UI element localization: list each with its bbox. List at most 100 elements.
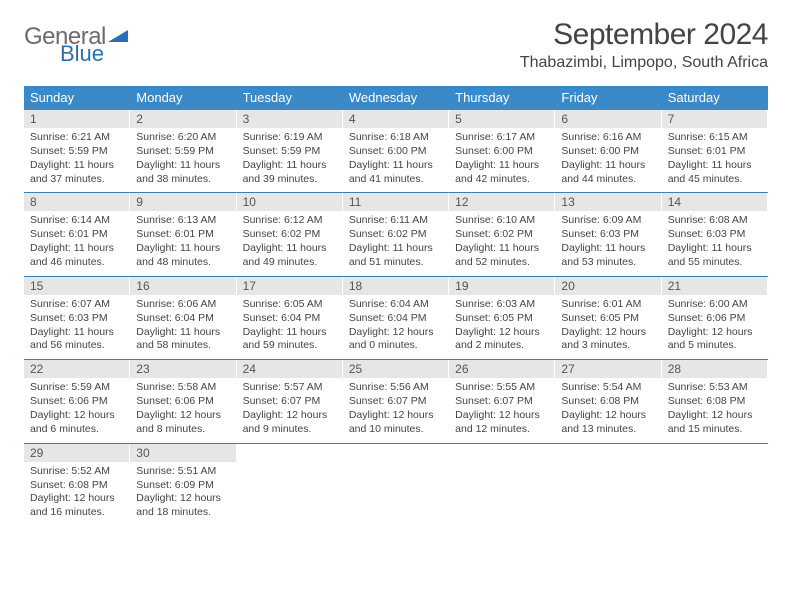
sunrise-text: Sunrise: 6:01 AM bbox=[561, 298, 657, 312]
sunset-text: Sunset: 6:02 PM bbox=[455, 228, 551, 242]
day-cell: 26Sunrise: 5:55 AMSunset: 6:07 PMDayligh… bbox=[449, 360, 555, 442]
daylight-text: Daylight: 11 hours and 56 minutes. bbox=[30, 326, 126, 354]
day-cell: 4Sunrise: 6:18 AMSunset: 6:00 PMDaylight… bbox=[343, 110, 449, 192]
daylight-text: Daylight: 11 hours and 42 minutes. bbox=[455, 159, 551, 187]
day-body: Sunrise: 5:59 AMSunset: 6:06 PMDaylight:… bbox=[24, 378, 130, 442]
day-cell: 1Sunrise: 6:21 AMSunset: 5:59 PMDaylight… bbox=[24, 110, 130, 192]
sunrise-text: Sunrise: 6:18 AM bbox=[349, 131, 445, 145]
day-cell: 6Sunrise: 6:16 AMSunset: 6:00 PMDaylight… bbox=[555, 110, 661, 192]
day-body: Sunrise: 6:01 AMSunset: 6:05 PMDaylight:… bbox=[555, 295, 661, 359]
daylight-text: Daylight: 12 hours and 6 minutes. bbox=[30, 409, 126, 437]
sunset-text: Sunset: 6:04 PM bbox=[243, 312, 339, 326]
day-number: 11 bbox=[343, 193, 449, 211]
day-body: Sunrise: 6:20 AMSunset: 5:59 PMDaylight:… bbox=[130, 128, 236, 192]
day-body: Sunrise: 6:11 AMSunset: 6:02 PMDaylight:… bbox=[343, 211, 449, 275]
day-body: Sunrise: 6:10 AMSunset: 6:02 PMDaylight:… bbox=[449, 211, 555, 275]
daylight-text: Daylight: 12 hours and 12 minutes. bbox=[455, 409, 551, 437]
sunset-text: Sunset: 6:01 PM bbox=[30, 228, 126, 242]
daylight-text: Daylight: 11 hours and 39 minutes. bbox=[243, 159, 339, 187]
day-body: Sunrise: 6:07 AMSunset: 6:03 PMDaylight:… bbox=[24, 295, 130, 359]
sunrise-text: Sunrise: 5:58 AM bbox=[136, 381, 232, 395]
day-cell bbox=[343, 444, 449, 526]
day-body: Sunrise: 5:56 AMSunset: 6:07 PMDaylight:… bbox=[343, 378, 449, 442]
sunrise-text: Sunrise: 5:53 AM bbox=[668, 381, 764, 395]
day-body: Sunrise: 6:04 AMSunset: 6:04 PMDaylight:… bbox=[343, 295, 449, 359]
day-cell: 21Sunrise: 6:00 AMSunset: 6:06 PMDayligh… bbox=[662, 277, 768, 359]
sunset-text: Sunset: 6:02 PM bbox=[243, 228, 339, 242]
sunset-text: Sunset: 6:02 PM bbox=[349, 228, 445, 242]
daylight-text: Daylight: 11 hours and 51 minutes. bbox=[349, 242, 445, 270]
day-cell bbox=[555, 444, 661, 526]
sunrise-text: Sunrise: 6:10 AM bbox=[455, 214, 551, 228]
sunrise-text: Sunrise: 6:19 AM bbox=[243, 131, 339, 145]
day-body: Sunrise: 5:54 AMSunset: 6:08 PMDaylight:… bbox=[555, 378, 661, 442]
sunset-text: Sunset: 6:03 PM bbox=[561, 228, 657, 242]
daylight-text: Daylight: 12 hours and 2 minutes. bbox=[455, 326, 551, 354]
sunset-text: Sunset: 6:08 PM bbox=[668, 395, 764, 409]
day-body: Sunrise: 6:03 AMSunset: 6:05 PMDaylight:… bbox=[449, 295, 555, 359]
sunrise-text: Sunrise: 6:11 AM bbox=[349, 214, 445, 228]
day-cell: 28Sunrise: 5:53 AMSunset: 6:08 PMDayligh… bbox=[662, 360, 768, 442]
day-number: 1 bbox=[24, 110, 130, 128]
sunset-text: Sunset: 6:06 PM bbox=[668, 312, 764, 326]
sunset-text: Sunset: 6:07 PM bbox=[349, 395, 445, 409]
day-cell: 8Sunrise: 6:14 AMSunset: 6:01 PMDaylight… bbox=[24, 193, 130, 275]
sunset-text: Sunset: 6:05 PM bbox=[561, 312, 657, 326]
day-number: 29 bbox=[24, 444, 130, 462]
sunrise-text: Sunrise: 5:59 AM bbox=[30, 381, 126, 395]
day-cell: 10Sunrise: 6:12 AMSunset: 6:02 PMDayligh… bbox=[237, 193, 343, 275]
day-cell: 29Sunrise: 5:52 AMSunset: 6:08 PMDayligh… bbox=[24, 444, 130, 526]
sunrise-text: Sunrise: 6:09 AM bbox=[561, 214, 657, 228]
day-body: Sunrise: 6:13 AMSunset: 6:01 PMDaylight:… bbox=[130, 211, 236, 275]
header-row: General Blue September 2024 Thabazimbi, … bbox=[24, 18, 768, 72]
daylight-text: Daylight: 12 hours and 5 minutes. bbox=[668, 326, 764, 354]
day-cell: 24Sunrise: 5:57 AMSunset: 6:07 PMDayligh… bbox=[237, 360, 343, 442]
daylight-text: Daylight: 11 hours and 59 minutes. bbox=[243, 326, 339, 354]
day-header-thu: Thursday bbox=[449, 86, 555, 110]
day-number: 17 bbox=[237, 277, 343, 295]
sunset-text: Sunset: 6:04 PM bbox=[349, 312, 445, 326]
day-header-sun: Sunday bbox=[24, 86, 130, 110]
day-body: Sunrise: 6:19 AMSunset: 5:59 PMDaylight:… bbox=[237, 128, 343, 192]
sunset-text: Sunset: 6:07 PM bbox=[243, 395, 339, 409]
daylight-text: Daylight: 11 hours and 45 minutes. bbox=[668, 159, 764, 187]
sunrise-text: Sunrise: 6:04 AM bbox=[349, 298, 445, 312]
sunrise-text: Sunrise: 5:56 AM bbox=[349, 381, 445, 395]
week-row: 1Sunrise: 6:21 AMSunset: 5:59 PMDaylight… bbox=[24, 110, 768, 193]
sunrise-text: Sunrise: 6:07 AM bbox=[30, 298, 126, 312]
sunrise-text: Sunrise: 6:21 AM bbox=[30, 131, 126, 145]
sunset-text: Sunset: 6:00 PM bbox=[455, 145, 551, 159]
sunset-text: Sunset: 6:07 PM bbox=[455, 395, 551, 409]
day-body: Sunrise: 6:06 AMSunset: 6:04 PMDaylight:… bbox=[130, 295, 236, 359]
day-number: 23 bbox=[130, 360, 236, 378]
day-cell: 17Sunrise: 6:05 AMSunset: 6:04 PMDayligh… bbox=[237, 277, 343, 359]
sunset-text: Sunset: 6:08 PM bbox=[561, 395, 657, 409]
sunrise-text: Sunrise: 5:57 AM bbox=[243, 381, 339, 395]
sunrise-text: Sunrise: 5:54 AM bbox=[561, 381, 657, 395]
day-cell: 18Sunrise: 6:04 AMSunset: 6:04 PMDayligh… bbox=[343, 277, 449, 359]
day-body: Sunrise: 5:52 AMSunset: 6:08 PMDaylight:… bbox=[24, 462, 130, 526]
day-cell: 11Sunrise: 6:11 AMSunset: 6:02 PMDayligh… bbox=[343, 193, 449, 275]
sunset-text: Sunset: 6:03 PM bbox=[30, 312, 126, 326]
day-number: 3 bbox=[237, 110, 343, 128]
day-body: Sunrise: 6:00 AMSunset: 6:06 PMDaylight:… bbox=[662, 295, 768, 359]
month-title: September 2024 bbox=[520, 18, 768, 52]
day-number: 28 bbox=[662, 360, 768, 378]
sunrise-text: Sunrise: 5:55 AM bbox=[455, 381, 551, 395]
daylight-text: Daylight: 11 hours and 53 minutes. bbox=[561, 242, 657, 270]
sunrise-text: Sunrise: 6:08 AM bbox=[668, 214, 764, 228]
day-number: 20 bbox=[555, 277, 661, 295]
day-number: 10 bbox=[237, 193, 343, 211]
day-number: 4 bbox=[343, 110, 449, 128]
day-header-fri: Friday bbox=[555, 86, 661, 110]
week-row: 15Sunrise: 6:07 AMSunset: 6:03 PMDayligh… bbox=[24, 277, 768, 360]
daylight-text: Daylight: 11 hours and 38 minutes. bbox=[136, 159, 232, 187]
day-body: Sunrise: 6:21 AMSunset: 5:59 PMDaylight:… bbox=[24, 128, 130, 192]
sunrise-text: Sunrise: 6:17 AM bbox=[455, 131, 551, 145]
week-row: 29Sunrise: 5:52 AMSunset: 6:08 PMDayligh… bbox=[24, 444, 768, 526]
day-cell: 9Sunrise: 6:13 AMSunset: 6:01 PMDaylight… bbox=[130, 193, 236, 275]
day-cell: 2Sunrise: 6:20 AMSunset: 5:59 PMDaylight… bbox=[130, 110, 236, 192]
day-cell bbox=[449, 444, 555, 526]
day-body: Sunrise: 6:12 AMSunset: 6:02 PMDaylight:… bbox=[237, 211, 343, 275]
calendar-page: General Blue September 2024 Thabazimbi, … bbox=[0, 0, 792, 526]
